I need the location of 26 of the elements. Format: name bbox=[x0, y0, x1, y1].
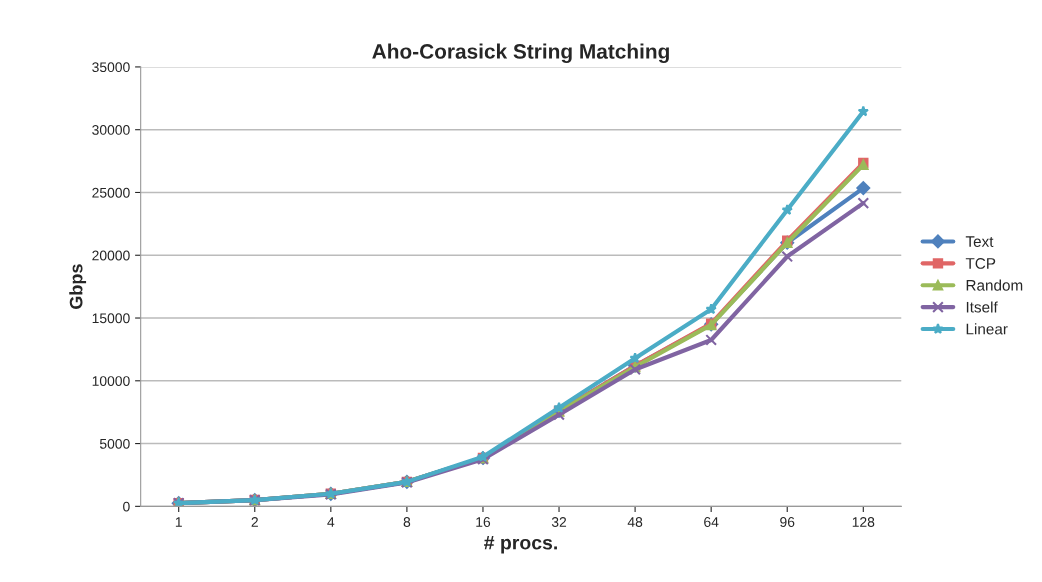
y-tick-label: 20000 bbox=[92, 250, 130, 261]
chart-title: Aho-Corasick String Matching bbox=[372, 43, 669, 64]
legend-label: Itself bbox=[966, 301, 998, 313]
x-tick-label: 4 bbox=[327, 517, 335, 527]
x-axis-title: # procs. bbox=[484, 536, 557, 554]
x-tick-label: 8 bbox=[403, 517, 411, 527]
x-tick-label: 2 bbox=[251, 517, 258, 527]
x-tick-label: 48 bbox=[627, 517, 643, 527]
y-tick-label: 35000 bbox=[92, 62, 130, 73]
y-tick-label: 15000 bbox=[92, 313, 130, 324]
x-tick-label: 1 bbox=[175, 517, 182, 527]
legend-label: TCP bbox=[965, 258, 996, 269]
x-tick-label: 64 bbox=[704, 517, 719, 527]
x-tick-label: 16 bbox=[476, 517, 491, 527]
legend-label: Text bbox=[965, 236, 994, 247]
y-tick-label: 10000 bbox=[92, 376, 130, 386]
x-tick-label: 96 bbox=[780, 517, 795, 527]
y-tick-label: 5000 bbox=[99, 438, 130, 449]
x-tick-label: 128 bbox=[852, 517, 875, 527]
y-tick-label: 30000 bbox=[92, 125, 130, 135]
legend-label: Random bbox=[966, 279, 1023, 291]
legend-label: Linear bbox=[966, 323, 1008, 335]
y-tick-label: 25000 bbox=[92, 187, 130, 198]
x-tick-label: 32 bbox=[551, 517, 567, 527]
y-tick-label: 0 bbox=[123, 501, 130, 512]
y-axis-title: Gbps bbox=[69, 264, 87, 309]
